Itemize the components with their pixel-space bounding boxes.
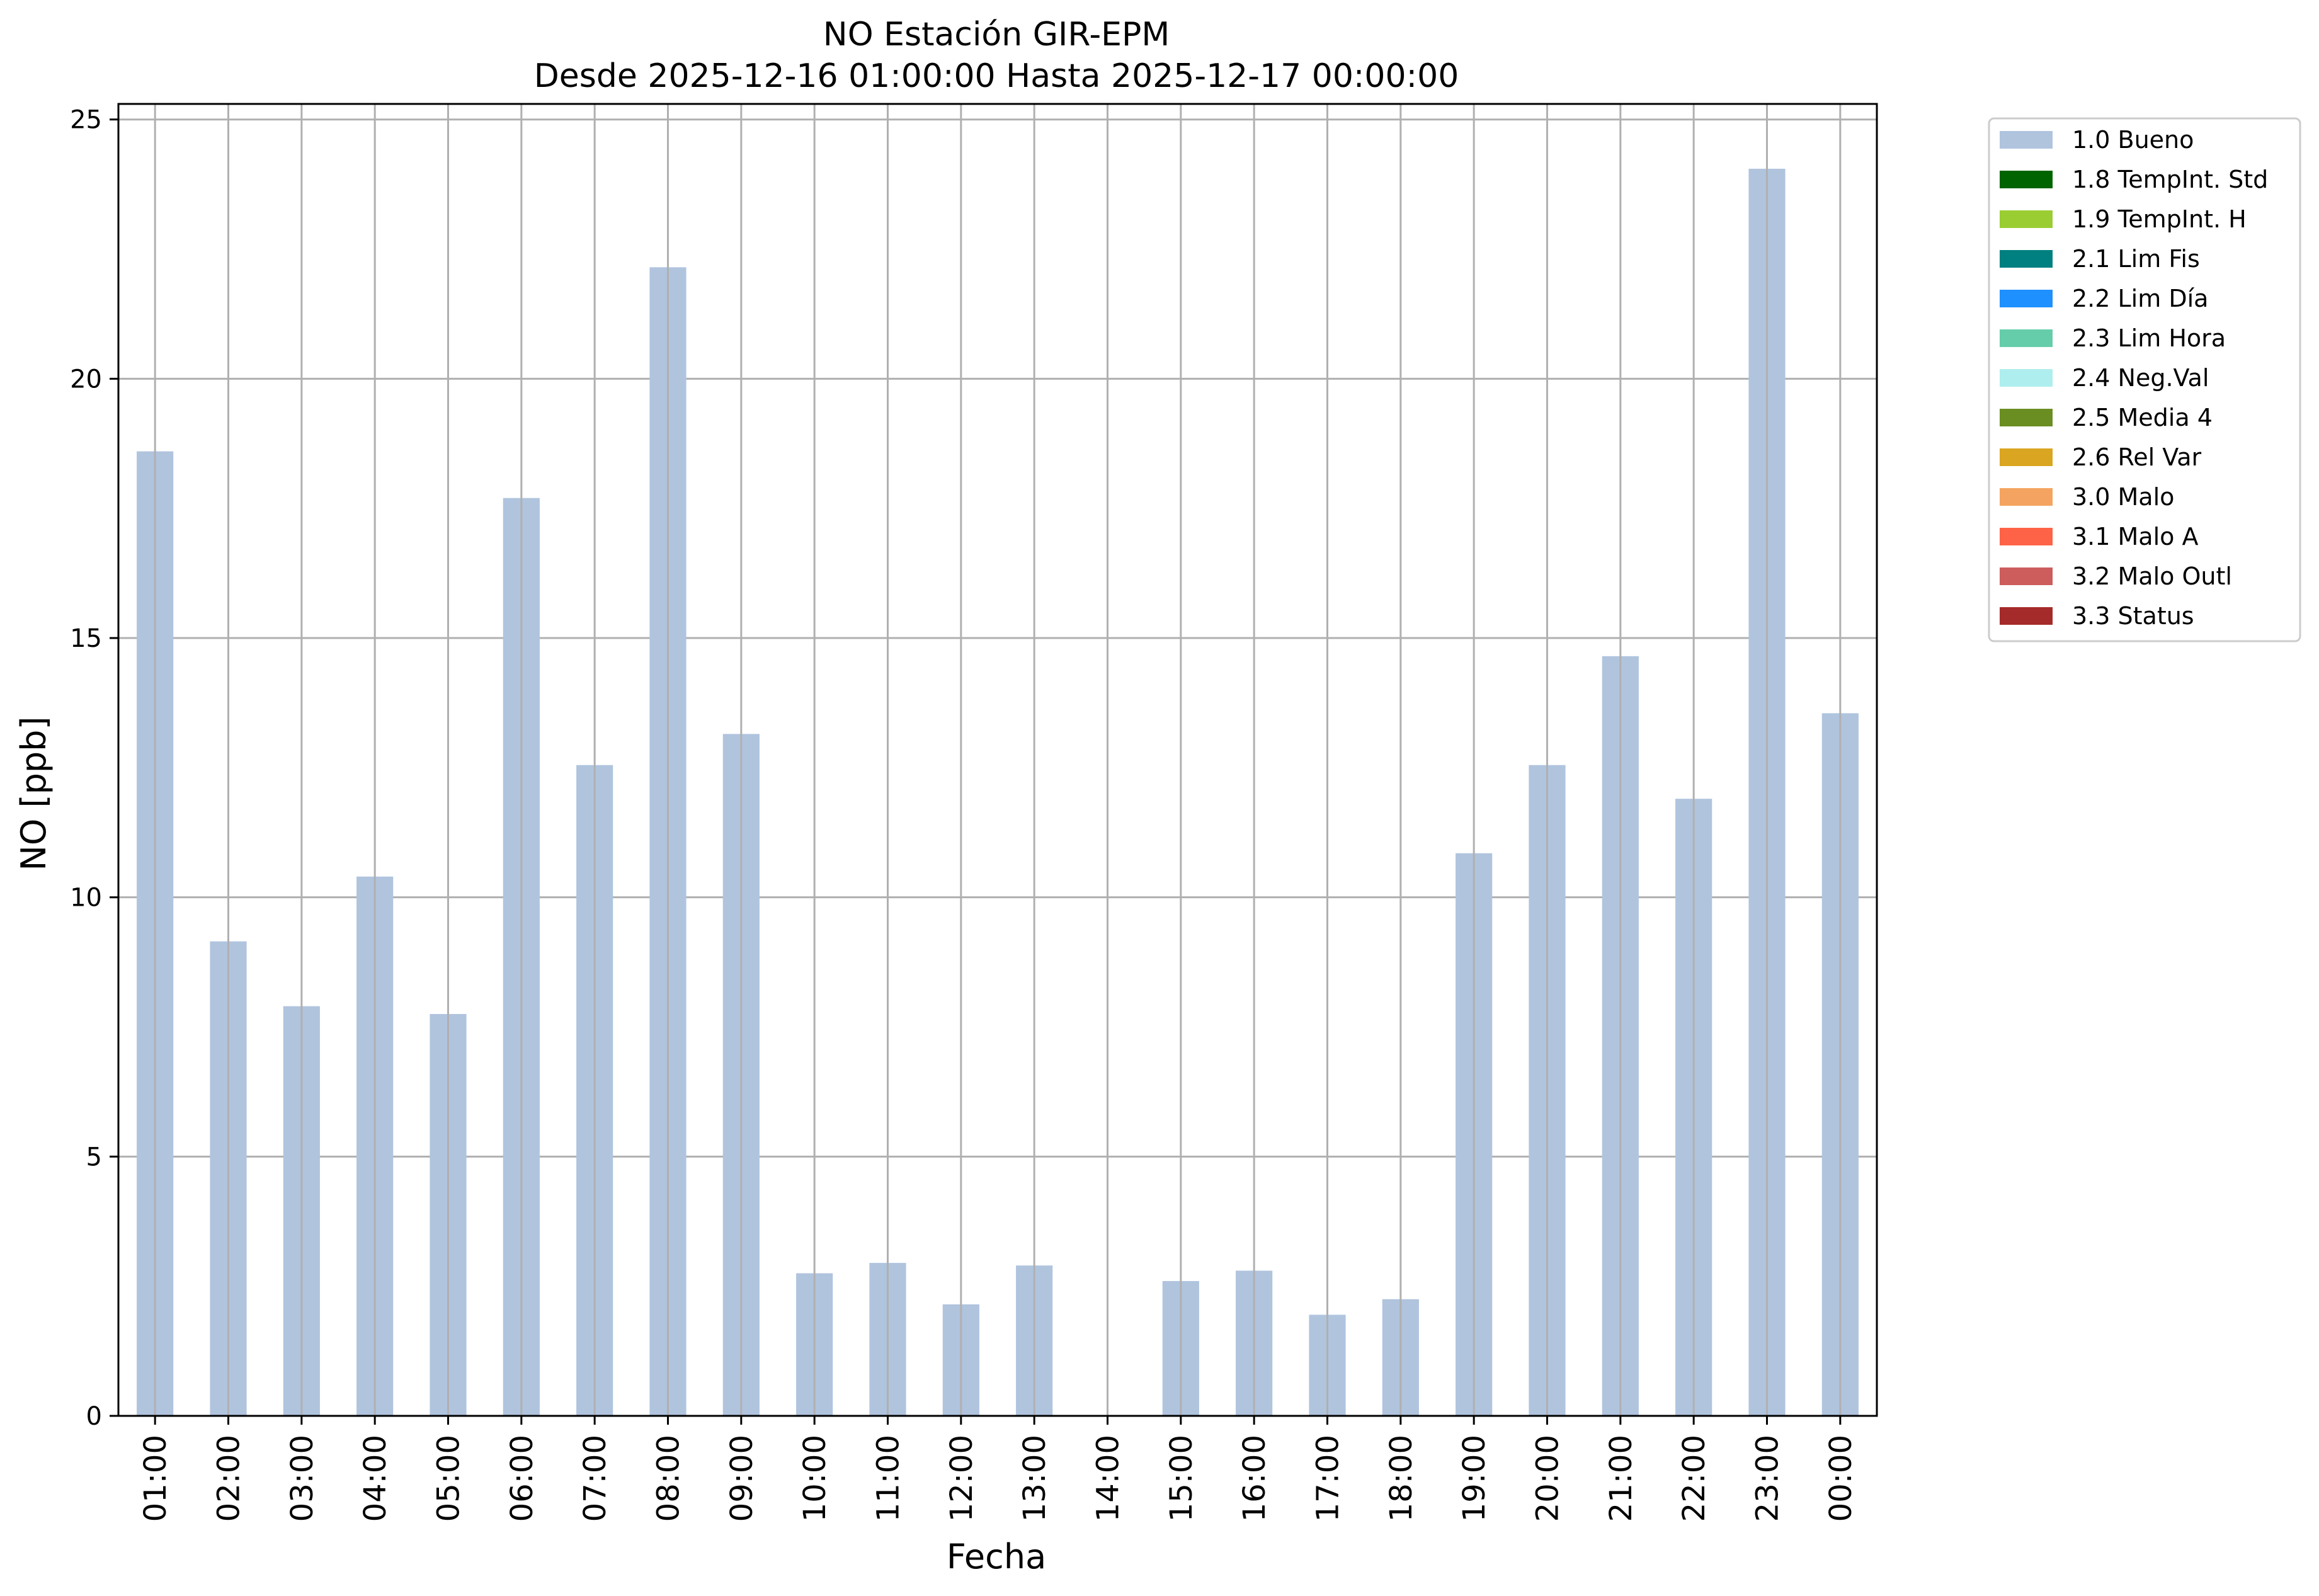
legend-swatch	[2000, 607, 2053, 625]
legend-label: 2.2 Lim Día	[2072, 285, 2208, 312]
x-tick-label: 12:00	[944, 1435, 979, 1522]
x-axis-label: Fecha	[947, 1537, 1046, 1576]
legend-label: 2.1 Lim Fis	[2072, 245, 2200, 273]
legend-label: 2.4 Neg.Val	[2072, 364, 2209, 392]
legend-swatch	[2000, 290, 2053, 307]
legend-label: 3.0 Malo	[2072, 483, 2174, 511]
legend-label: 1.8 TempInt. Std	[2072, 166, 2268, 193]
y-tick-label: 20	[70, 365, 102, 394]
legend: 1.0 Bueno 1.8 TempInt. Std 1.9 TempInt. H 2…	[1988, 117, 2301, 642]
y-axis-label: NO [ppb]	[14, 716, 54, 870]
legend-swatch	[2000, 250, 2053, 268]
y-tick-label: 0	[86, 1402, 102, 1431]
x-tick-label: 11:00	[871, 1435, 906, 1522]
x-tick-label: 13:00	[1017, 1435, 1052, 1522]
x-tick-label: 10:00	[797, 1435, 833, 1522]
y-tick-label: 25	[70, 106, 102, 135]
x-gridlines	[154, 104, 1842, 1416]
x-tick-label: 07:00	[578, 1435, 613, 1522]
legend-swatch	[2000, 528, 2053, 545]
grid	[118, 118, 1877, 1158]
x-tick-label: 15:00	[1164, 1435, 1199, 1522]
legend-swatch	[2000, 329, 2053, 347]
legend-label: 3.3 Status	[2072, 602, 2194, 630]
x-tick-label: 23:00	[1750, 1435, 1786, 1522]
x-tick-label: 16:00	[1237, 1435, 1272, 1522]
legend-swatch	[2000, 210, 2053, 228]
x-tick-label: 18:00	[1384, 1435, 1419, 1522]
x-tick-label: 09:00	[724, 1435, 760, 1522]
x-tick-label: 01:00	[138, 1435, 173, 1522]
x-tick-label: 22:00	[1677, 1435, 1712, 1522]
legend-swatch	[2000, 567, 2053, 585]
x-tick-label: 02:00	[212, 1435, 247, 1522]
legend-swatch	[2000, 171, 2053, 188]
y-axis: 0 5 10 15 20 25	[70, 106, 118, 1431]
y-tick-label: 5	[86, 1143, 102, 1171]
legend-swatch	[2000, 131, 2053, 149]
legend-frame	[1988, 117, 2301, 642]
legend-label: 1.9 TempInt. H	[2072, 205, 2247, 233]
x-tick-label: 06:00	[504, 1435, 540, 1522]
legend-label: 2.6 Rel Var	[2072, 443, 2202, 471]
x-axis: 01:00 02:00 03:00 04:00 05:00 06:00 07:00 08:00…	[138, 1416, 1859, 1522]
legend-swatch	[2000, 409, 2053, 426]
x-tick-label: 03:00	[285, 1435, 320, 1522]
x-tick-label: 19:00	[1457, 1435, 1492, 1522]
legend-label: 1.0 Bueno	[2072, 126, 2194, 154]
legend-label: 2.3 Lim Hora	[2072, 324, 2226, 352]
chart-title: NO Estación GIR-EPM	[823, 16, 1170, 54]
legend-swatch	[2000, 448, 2053, 466]
legend-label: 3.2 Malo Outl	[2072, 562, 2232, 590]
plot-frame	[117, 103, 1878, 1417]
legend-label: 3.1 Malo A	[2072, 523, 2198, 550]
x-tick-label: 20:00	[1530, 1435, 1566, 1522]
x-tick-label: 14:00	[1091, 1435, 1126, 1522]
x-tick-label: 04:00	[358, 1435, 393, 1522]
x-tick-label: 17:00	[1311, 1435, 1346, 1522]
x-tick-label: 21:00	[1604, 1435, 1639, 1522]
legend-swatch	[2000, 369, 2053, 387]
legend-swatch	[2000, 488, 2053, 506]
x-tick-label: 00:00	[1823, 1435, 1859, 1522]
x-tick-label: 05:00	[431, 1435, 467, 1522]
x-tick-label: 08:00	[651, 1435, 687, 1522]
legend-label: 2.5 Media 4	[2072, 404, 2213, 431]
y-tick-label: 15	[70, 624, 102, 653]
y-tick-label: 10	[70, 884, 102, 913]
chart-subtitle: Desde 2025-12-16 01:00:00 Hasta 2025-12-…	[534, 57, 1459, 95]
